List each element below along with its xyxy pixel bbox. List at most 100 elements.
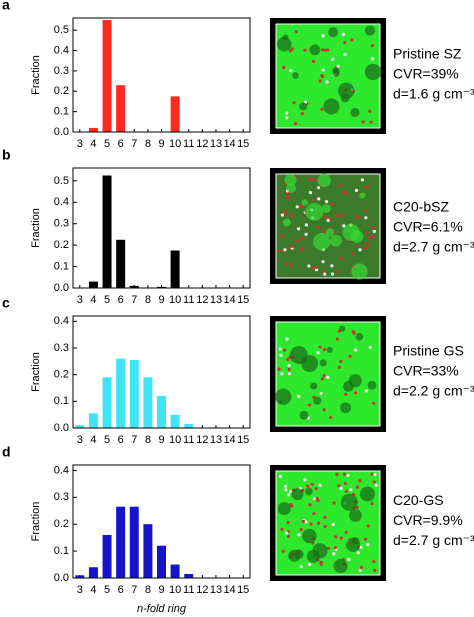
atom xyxy=(326,375,330,379)
atom xyxy=(297,533,301,537)
atom xyxy=(308,191,313,195)
atom xyxy=(321,48,325,52)
y-tick-label: 0.0 xyxy=(54,126,69,138)
structure-image xyxy=(270,18,386,134)
atom xyxy=(280,527,284,531)
pore xyxy=(313,396,322,405)
y-tick-label: 0.4 xyxy=(54,44,69,56)
bar xyxy=(88,567,98,578)
atom xyxy=(286,493,291,497)
x-tick-label: 6 xyxy=(118,138,124,150)
atom xyxy=(283,248,287,252)
atom xyxy=(368,109,372,113)
x-tick-label: 14 xyxy=(223,434,235,446)
atom xyxy=(303,478,307,482)
pore xyxy=(364,63,382,81)
atom xyxy=(306,484,310,488)
bar xyxy=(170,414,180,428)
atom xyxy=(336,64,340,68)
x-tick-label: 5 xyxy=(104,294,110,306)
x-tick-label: 14 xyxy=(223,138,235,150)
atom xyxy=(364,389,368,393)
atom xyxy=(332,552,336,556)
y-axis-label: Fraction xyxy=(30,208,42,248)
bar xyxy=(102,20,112,133)
annotation: C20-GS xyxy=(393,492,444,508)
atom xyxy=(323,524,327,529)
bar xyxy=(129,506,139,578)
atom xyxy=(300,112,304,116)
atom xyxy=(331,57,335,61)
atom xyxy=(337,213,341,217)
pore xyxy=(321,203,331,213)
atom xyxy=(337,365,341,369)
atom xyxy=(285,116,289,120)
atom xyxy=(321,68,325,72)
x-tick-label: 13 xyxy=(210,294,222,306)
pore xyxy=(284,174,297,186)
atom xyxy=(285,111,289,115)
atom xyxy=(312,511,316,516)
bar xyxy=(75,575,85,578)
annotation: C20-bSZ xyxy=(393,199,449,215)
atom xyxy=(366,524,370,528)
atom xyxy=(299,564,303,569)
atom xyxy=(372,229,376,233)
x-tick-label: 5 xyxy=(104,584,110,596)
x-tick-label: 8 xyxy=(145,294,151,306)
atom xyxy=(339,536,344,540)
atom xyxy=(338,183,342,188)
atom xyxy=(350,252,355,256)
atom xyxy=(325,80,329,84)
atom xyxy=(354,188,359,192)
atom xyxy=(343,481,347,485)
atom xyxy=(321,34,325,38)
x-axis-label: n-fold ring xyxy=(137,603,187,615)
atom xyxy=(330,272,335,276)
annotation: CVR=39% xyxy=(393,66,459,82)
pore xyxy=(299,410,309,420)
atom xyxy=(307,264,311,268)
bar xyxy=(157,286,166,288)
pore xyxy=(282,218,291,227)
bar xyxy=(102,175,112,288)
x-tick-label: 9 xyxy=(158,584,164,596)
y-tick-label: 0.1 xyxy=(54,260,69,272)
x-tick-label: 4 xyxy=(90,138,96,150)
atom xyxy=(299,527,303,532)
atom xyxy=(326,48,330,52)
pore xyxy=(302,528,317,544)
pore xyxy=(277,502,291,516)
atom xyxy=(318,483,322,487)
x-tick-label: 7 xyxy=(131,138,137,150)
panel-label: c xyxy=(2,295,10,311)
bar xyxy=(157,545,166,578)
x-tick-label: 4 xyxy=(90,294,96,306)
y-tick-label: 0.1 xyxy=(54,106,69,118)
atom xyxy=(366,543,370,547)
x-tick-label: 12 xyxy=(196,434,208,446)
atom xyxy=(317,197,321,201)
atom xyxy=(371,225,375,230)
pore xyxy=(277,36,292,52)
atom xyxy=(295,239,299,244)
pore xyxy=(319,359,327,367)
x-tick-label: 7 xyxy=(131,434,137,446)
atom xyxy=(361,120,365,124)
atom xyxy=(284,488,288,492)
atom xyxy=(326,546,331,550)
panel-label: d xyxy=(2,444,11,460)
x-tick-label: 15 xyxy=(237,138,249,150)
atom xyxy=(312,496,316,501)
pore xyxy=(345,537,361,552)
pore xyxy=(326,346,333,353)
atom xyxy=(311,59,316,63)
atom xyxy=(358,568,362,573)
x-tick-label: 11 xyxy=(183,294,194,306)
atom xyxy=(319,562,323,566)
atom xyxy=(294,30,298,34)
pore xyxy=(364,25,376,36)
annotation: d=2.2 g cm⁻³ xyxy=(393,383,474,399)
atom xyxy=(285,531,289,535)
y-tick-label: 0.3 xyxy=(54,342,69,354)
